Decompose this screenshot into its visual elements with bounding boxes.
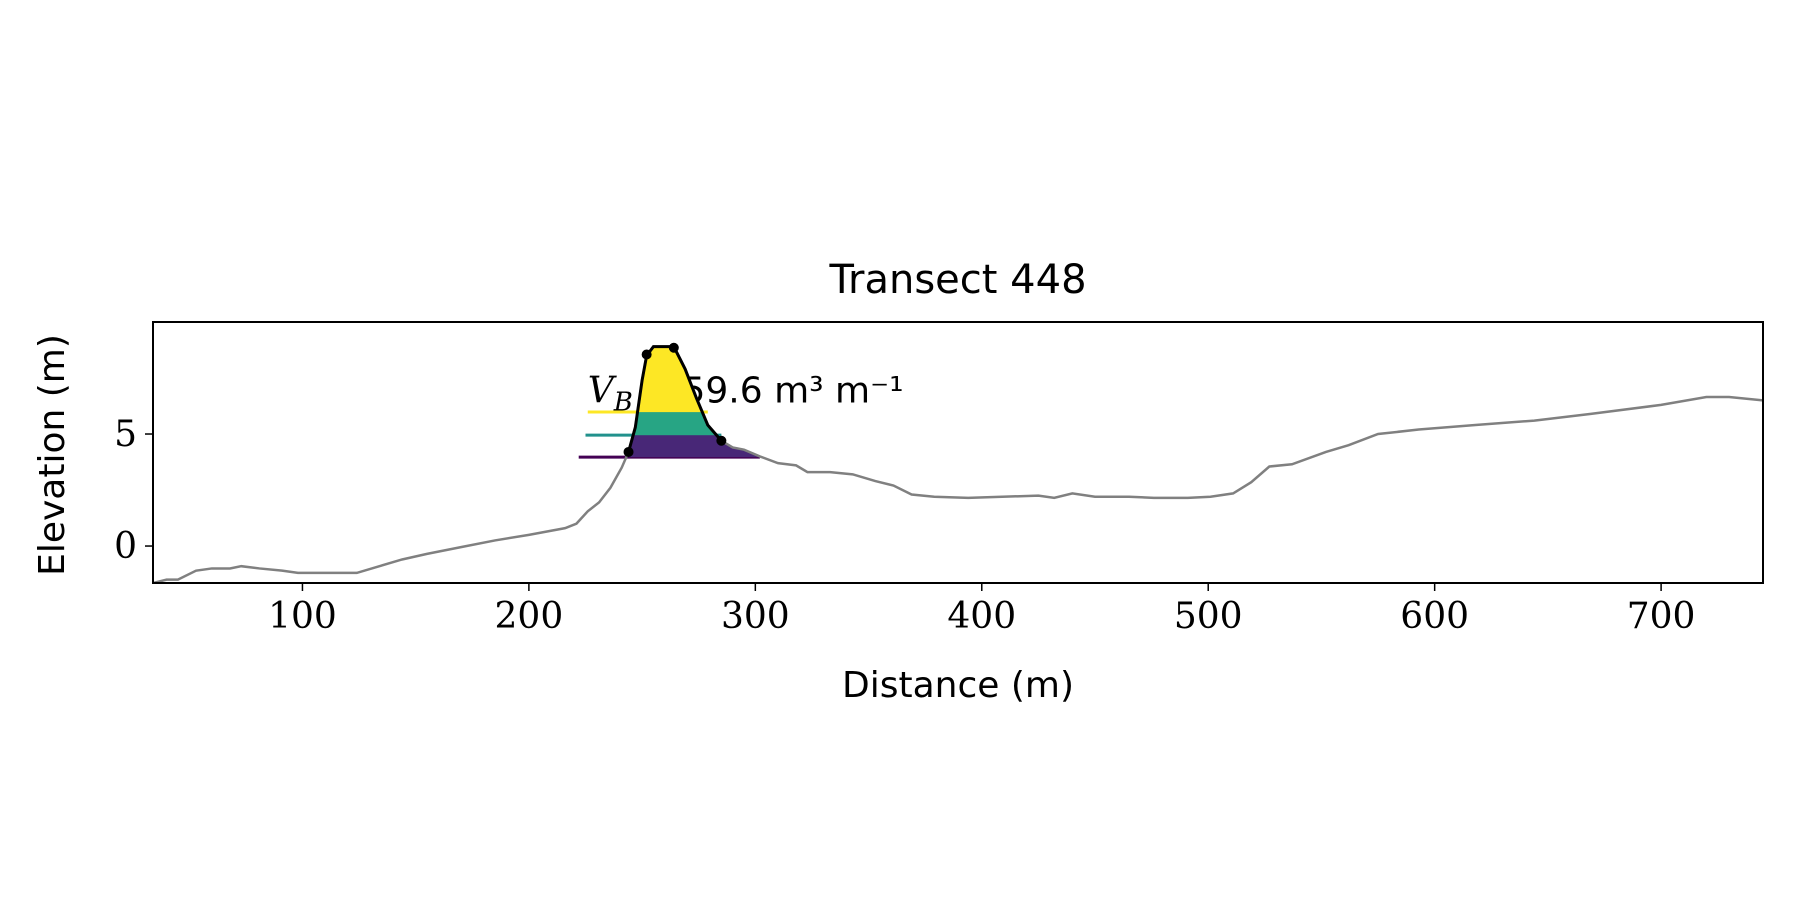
annotation-symbol: V (588, 371, 618, 412)
y-tick-label: 0 (114, 526, 137, 567)
annotation-subscript: B (613, 388, 633, 418)
dune-point (668, 342, 679, 353)
y-axis-label: Elevation (m) (32, 334, 73, 576)
x-tick-label: 700 (1627, 596, 1696, 637)
x-tick-label: 500 (1174, 596, 1243, 637)
chart-title: Transect 448 (828, 257, 1086, 303)
x-tick-label: 300 (721, 596, 790, 637)
volume-band (585, 412, 722, 436)
x-tick-label: 100 (268, 596, 337, 637)
x-axis-label: Distance (m) (842, 665, 1074, 706)
plot-area: VB = 59.6 m³ m⁻¹ (153, 342, 1763, 583)
dune-point (641, 349, 652, 360)
x-tick-label: 600 (1400, 596, 1469, 637)
dune-outline (627, 345, 723, 453)
axes-frame (152, 321, 1764, 584)
y-tick-label: 5 (114, 414, 137, 455)
profile-line (153, 345, 1763, 583)
dune-point (623, 446, 634, 457)
x-tick-label: 200 (495, 596, 564, 637)
dune-point (716, 435, 727, 446)
x-tick-label: 400 (947, 596, 1016, 637)
